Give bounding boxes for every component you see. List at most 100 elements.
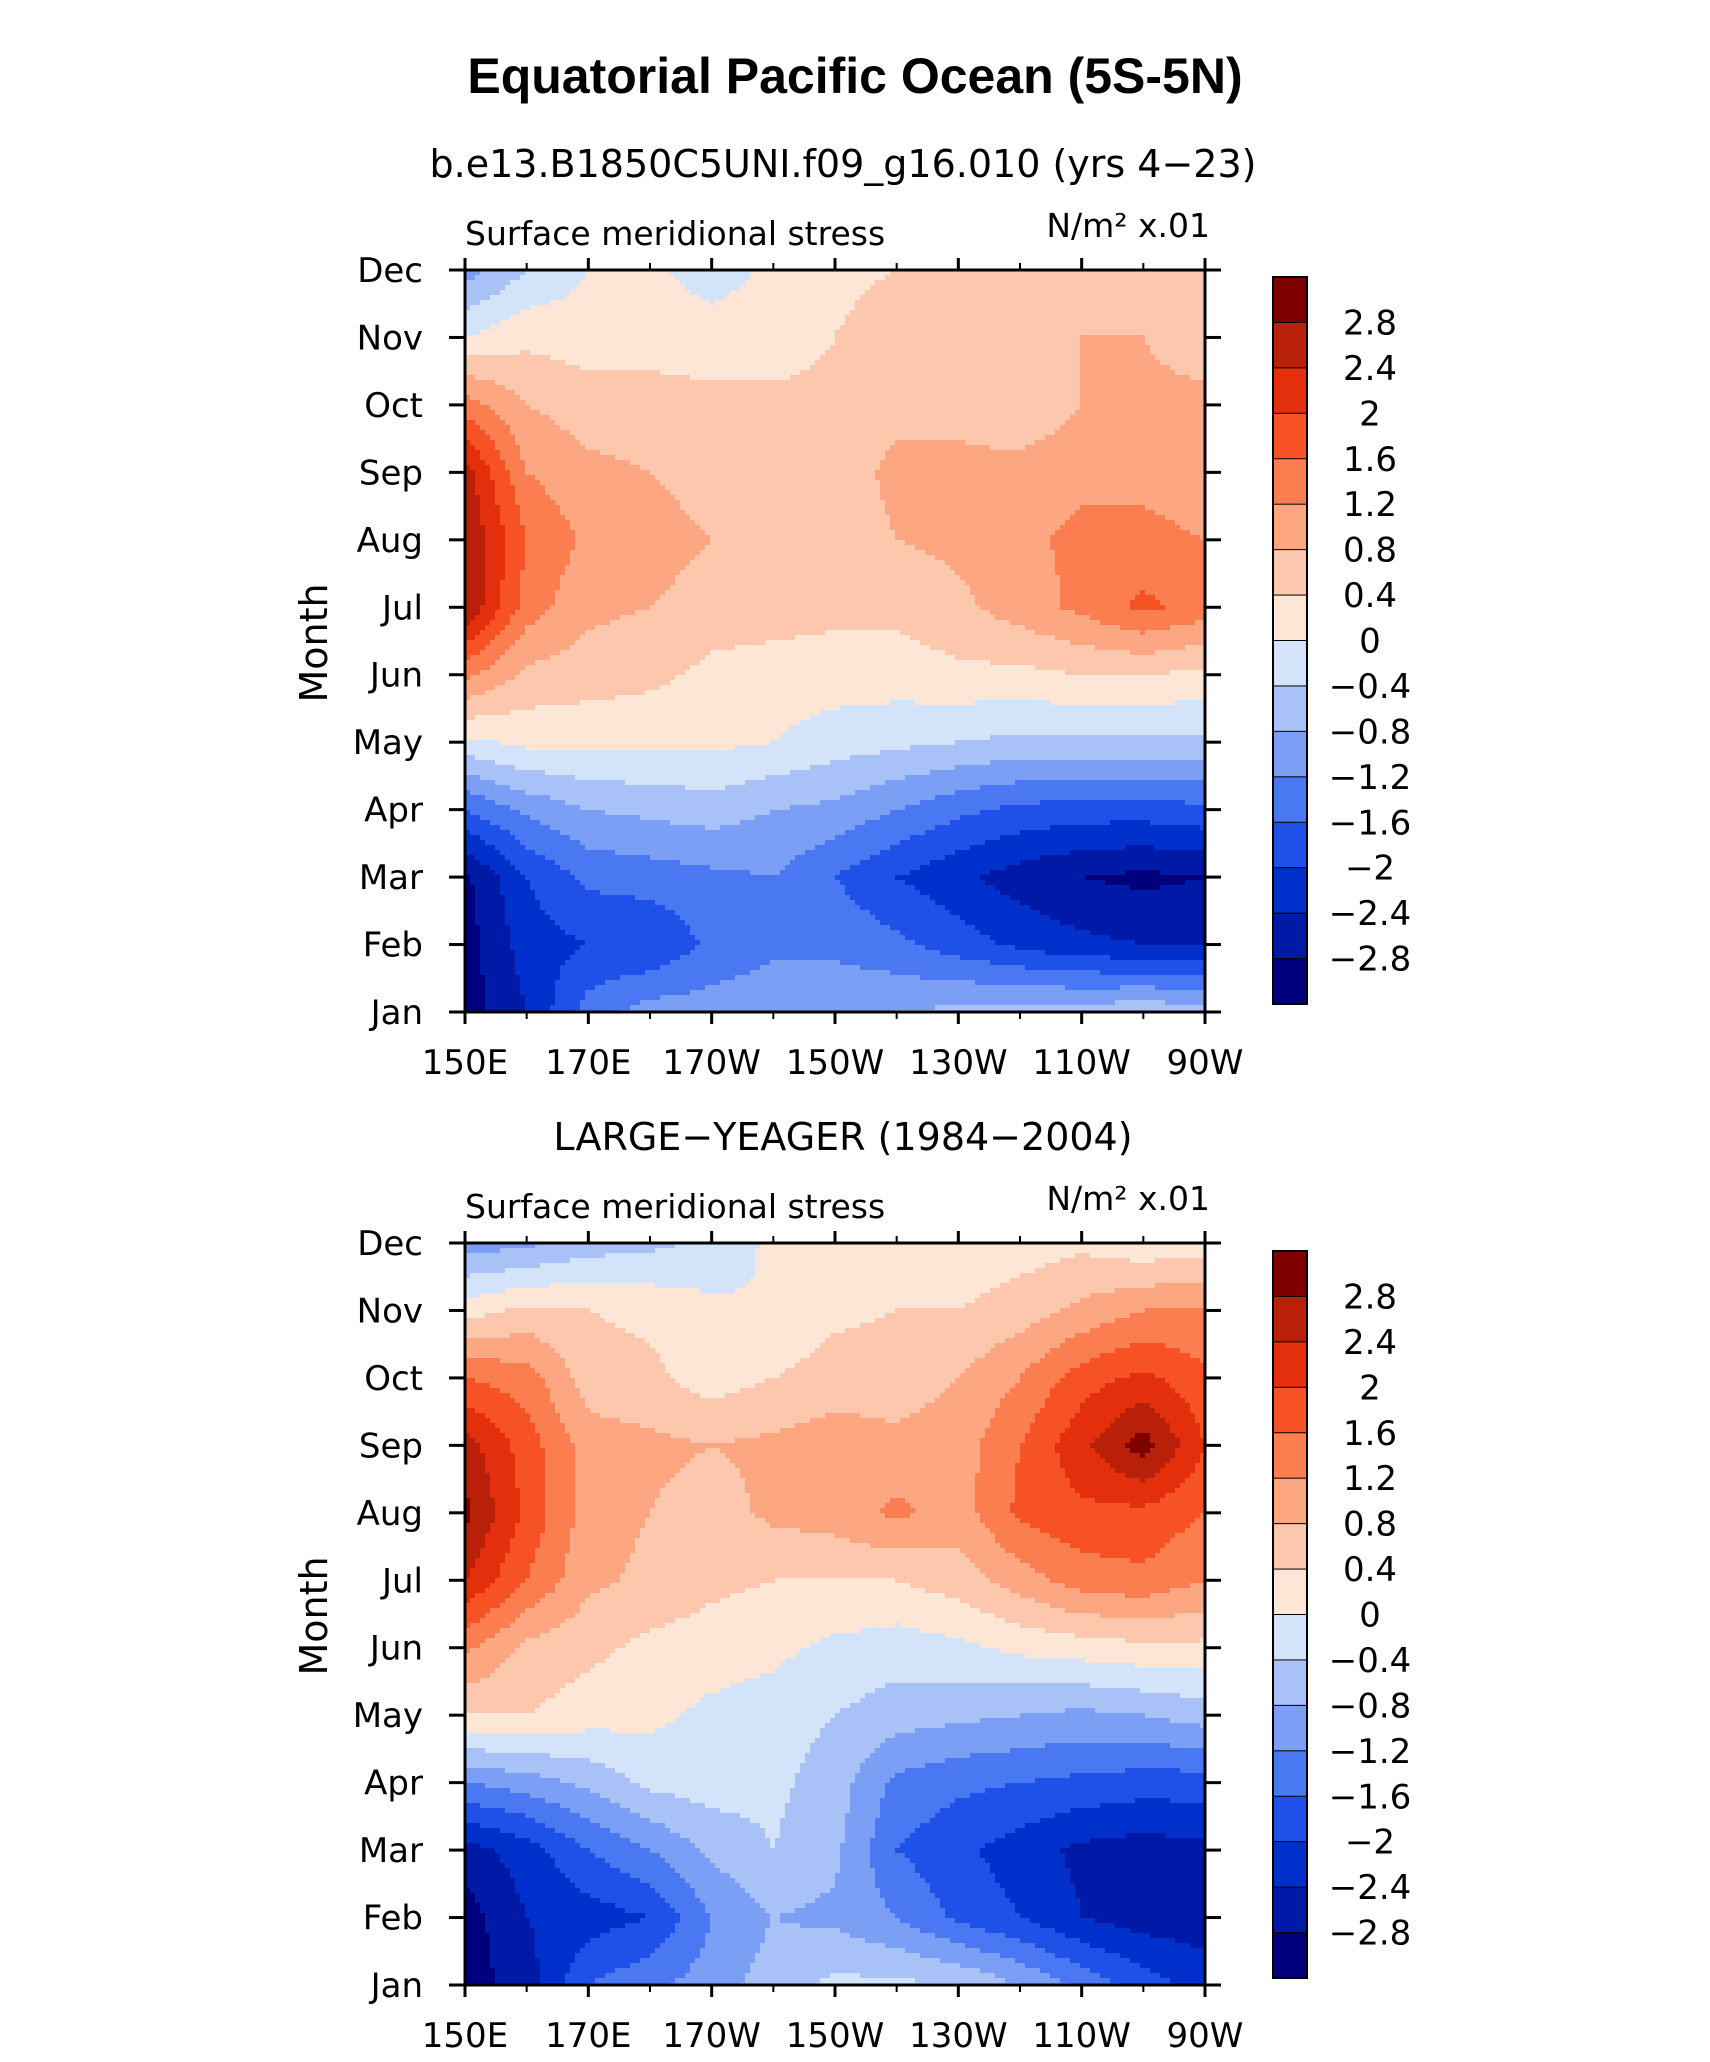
colorbar-bin: [1273, 1887, 1307, 1933]
x-tick-label: 170W: [662, 2016, 761, 2056]
x-tick-label: 170W: [662, 1043, 761, 1083]
chart-panel-2: LARGE−YEAGER (1984−2004) Surface meridion…: [292, 1115, 1411, 2056]
colorbar-label: −0.8: [1329, 1686, 1412, 1726]
colorbar-label: −2.4: [1329, 894, 1412, 934]
x-tick-label: 130W: [909, 2016, 1008, 2056]
chart-panel-1: b.e13.B1850C5UNI.f09_g16.010 (yrs 4−23) S…: [292, 142, 1411, 1083]
colorbar-bin: [1273, 1478, 1307, 1524]
colorbar-bin: [1273, 1751, 1307, 1797]
y-tick-label: Jul: [380, 1561, 423, 1601]
colorbar-label: −1.2: [1329, 1732, 1412, 1772]
colorbar-bin: [1273, 1705, 1307, 1751]
x-tick-label: 90W: [1167, 2016, 1244, 2056]
colorbar-bin: [1273, 322, 1307, 368]
colorbar-label: 1.6: [1343, 1414, 1397, 1454]
panel-subtitle: LARGE−YEAGER (1984−2004): [553, 1115, 1132, 1159]
colorbar-label: −1.2: [1329, 758, 1412, 798]
y-tick-label: Feb: [363, 1899, 423, 1939]
colorbar-bin: [1273, 1342, 1307, 1388]
y-tick-label: Sep: [359, 1426, 423, 1466]
y-tick-label: Jul: [380, 588, 423, 628]
colorbar-bin: [1273, 1251, 1307, 1297]
colorbar-bin: [1273, 1615, 1307, 1661]
y-tick-label: Oct: [364, 386, 423, 426]
colorbar-label: −0.4: [1329, 667, 1412, 707]
contour-field: [465, 1243, 1206, 1989]
x-tick-label: 170E: [545, 1043, 631, 1083]
y-tick-label: Apr: [364, 791, 423, 831]
y-tick-label: May: [353, 1696, 423, 1736]
y-tick-label: Jun: [368, 1629, 423, 1669]
y-tick-label: Aug: [357, 521, 423, 561]
colorbar-label: −1.6: [1329, 1777, 1412, 1817]
colorbar-bin: [1273, 868, 1307, 914]
colorbar-label: −0.4: [1329, 1641, 1412, 1681]
colorbar-bin: [1273, 504, 1307, 550]
colorbar-bin: [1273, 1524, 1307, 1570]
colorbar-bin: [1273, 277, 1307, 323]
colorbar-label: 0.4: [1343, 1550, 1397, 1590]
x-tick-label: 150E: [422, 1043, 508, 1083]
y-tick-label: Oct: [364, 1359, 423, 1399]
x-tick-label: 150W: [786, 1043, 885, 1083]
x-tick-label: 110W: [1032, 1043, 1131, 1083]
x-tick-label: 170E: [545, 2016, 631, 2056]
colorbar-label: 0: [1359, 622, 1381, 662]
colorbar-label: 0.8: [1343, 1505, 1397, 1545]
colorbar-label: −2.8: [1329, 1914, 1412, 1954]
y-tick-label: Feb: [363, 926, 423, 966]
panel-variable-label: Surface meridional stress: [465, 1187, 885, 1226]
y-tick-label: Jun: [368, 656, 423, 696]
colorbar-label: −2: [1345, 849, 1395, 889]
x-tick-label: 150E: [422, 2016, 508, 2056]
panel-units-label: N/m² x.01: [1046, 206, 1210, 245]
colorbar-bin: [1273, 413, 1307, 459]
y-tick-label: Mar: [359, 858, 423, 898]
contour-field: [465, 270, 1206, 1016]
colorbar-label: 2.4: [1343, 1323, 1397, 1363]
colorbar-bin: [1273, 959, 1307, 1005]
colorbar-label: 2.4: [1343, 349, 1397, 389]
colorbar-bin: [1273, 1660, 1307, 1706]
colorbar-label: 0.4: [1343, 576, 1397, 616]
x-tick-label: 130W: [909, 1043, 1008, 1083]
colorbar-label: 1.6: [1343, 440, 1397, 480]
colorbar-bin: [1273, 731, 1307, 777]
y-axis-title: Month: [292, 1556, 336, 1675]
y-axis-title: Month: [292, 583, 336, 702]
panel-subtitle: b.e13.B1850C5UNI.f09_g16.010 (yrs 4−23): [430, 142, 1257, 186]
y-tick-label: Aug: [357, 1494, 423, 1534]
y-tick-label: Sep: [359, 453, 423, 493]
colorbar-bin: [1273, 686, 1307, 732]
colorbar-label: −2: [1345, 1823, 1395, 1863]
x-tick-label: 110W: [1032, 2016, 1131, 2056]
colorbar-bin: [1273, 368, 1307, 414]
y-tick-label: Apr: [364, 1764, 423, 1804]
colorbar-label: 0: [1359, 1596, 1381, 1636]
colorbar-label: 2: [1359, 1368, 1381, 1408]
colorbar-bin: [1273, 595, 1307, 641]
x-tick-label: 90W: [1167, 1043, 1244, 1083]
colorbar-label: 2: [1359, 394, 1381, 434]
x-tick-label: 150W: [786, 2016, 885, 2056]
colorbar-label: 0.8: [1343, 531, 1397, 571]
colorbar-bin: [1273, 777, 1307, 823]
colorbar-label: 2.8: [1343, 1277, 1397, 1317]
colorbar-bin: [1273, 1433, 1307, 1479]
y-tick-label: Nov: [357, 318, 423, 358]
colorbar-bin: [1273, 1796, 1307, 1842]
panel-variable-label: Surface meridional stress: [465, 214, 885, 253]
colorbar-bin: [1273, 1296, 1307, 1342]
colorbar-label: 1.2: [1343, 485, 1397, 525]
y-tick-label: May: [353, 723, 423, 763]
colorbar-bin: [1273, 1387, 1307, 1433]
colorbar-bin: [1273, 913, 1307, 959]
colorbar-bin: [1273, 1933, 1307, 1979]
colorbar-bin: [1273, 1842, 1307, 1888]
colorbar-label: 1.2: [1343, 1459, 1397, 1499]
colorbar-label: −0.8: [1329, 712, 1412, 752]
colorbar-label: −2.8: [1329, 940, 1412, 980]
colorbar-label: −2.4: [1329, 1868, 1412, 1908]
y-tick-label: Jan: [369, 1966, 423, 2006]
